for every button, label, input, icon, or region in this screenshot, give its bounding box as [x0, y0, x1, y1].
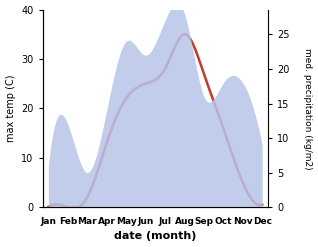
Y-axis label: med. precipitation (kg/m2): med. precipitation (kg/m2) — [303, 48, 313, 169]
X-axis label: date (month): date (month) — [114, 231, 197, 242]
Y-axis label: max temp (C): max temp (C) — [5, 75, 16, 142]
